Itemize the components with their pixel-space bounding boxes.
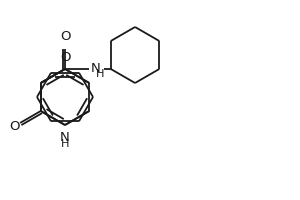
Text: N: N <box>91 62 100 75</box>
Text: H: H <box>61 139 69 149</box>
Text: O: O <box>60 51 70 64</box>
Text: H: H <box>96 69 104 79</box>
Text: O: O <box>9 120 19 133</box>
Text: O: O <box>60 30 70 43</box>
Text: N: N <box>60 131 70 144</box>
